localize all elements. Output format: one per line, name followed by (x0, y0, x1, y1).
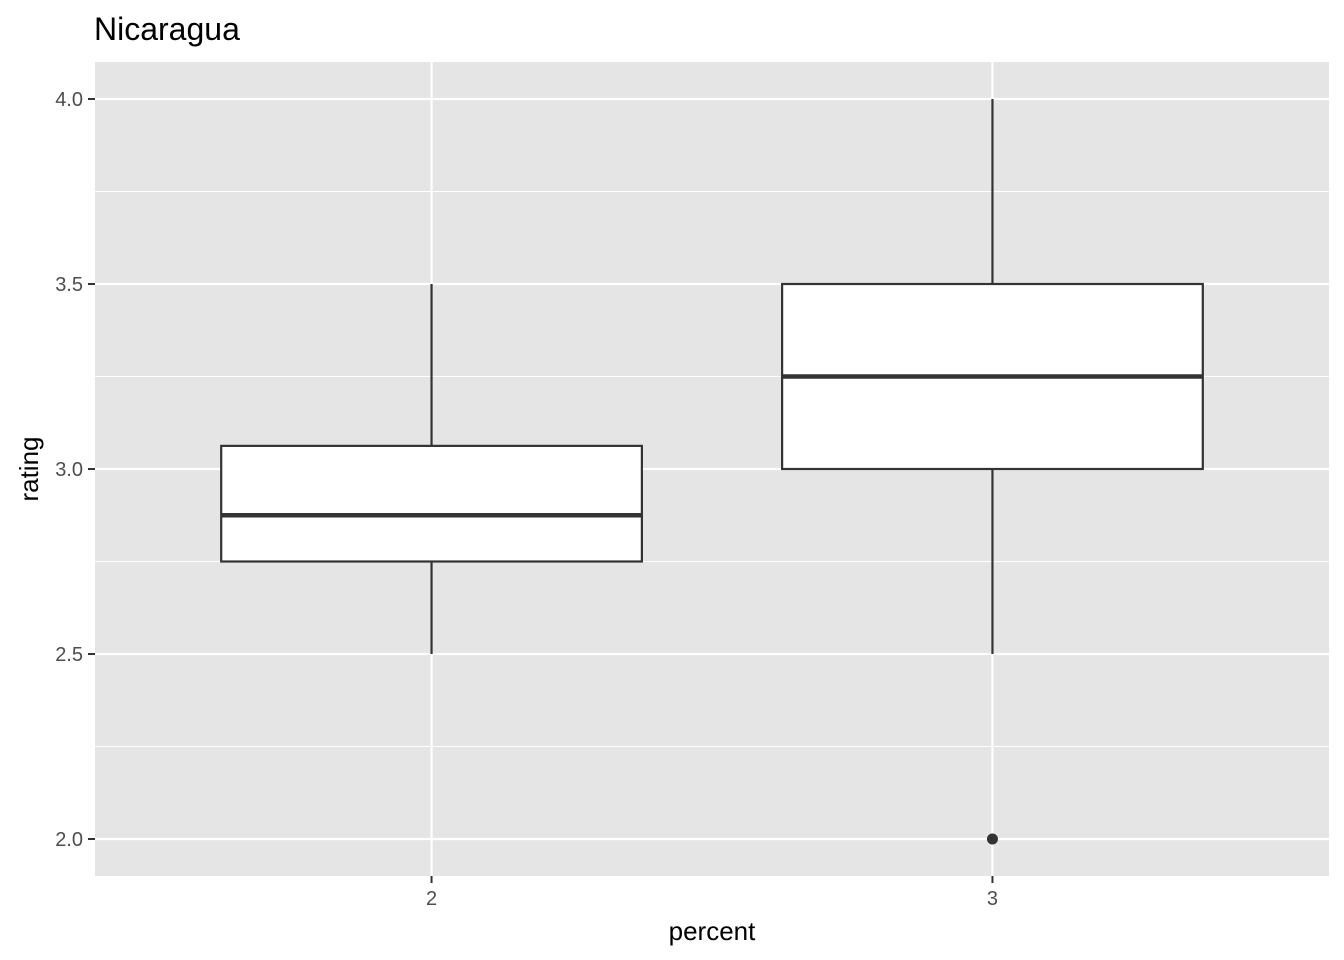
y-tick-label: 3.0 (55, 459, 83, 481)
outlier-point (986, 833, 998, 845)
x-tick-label: 2 (426, 888, 437, 910)
y-tick-label: 3.5 (55, 274, 83, 296)
box-series (220, 99, 1204, 845)
x-tick-label: 3 (987, 888, 998, 910)
y-tick-label: 2.5 (55, 644, 83, 666)
box-3 (781, 99, 1204, 845)
y-axis-title: rating (14, 436, 44, 501)
y-tick-label: 4.0 (55, 89, 83, 111)
y-axis: 2.0 2.5 3.0 3.5 4.0 (55, 89, 95, 851)
box-iqr (220, 444, 643, 563)
y-tick-label: 2.0 (55, 829, 83, 851)
x-axis-title: percent (669, 916, 756, 946)
chart-title: Nicaragua (94, 11, 240, 47)
box-2 (220, 284, 643, 654)
